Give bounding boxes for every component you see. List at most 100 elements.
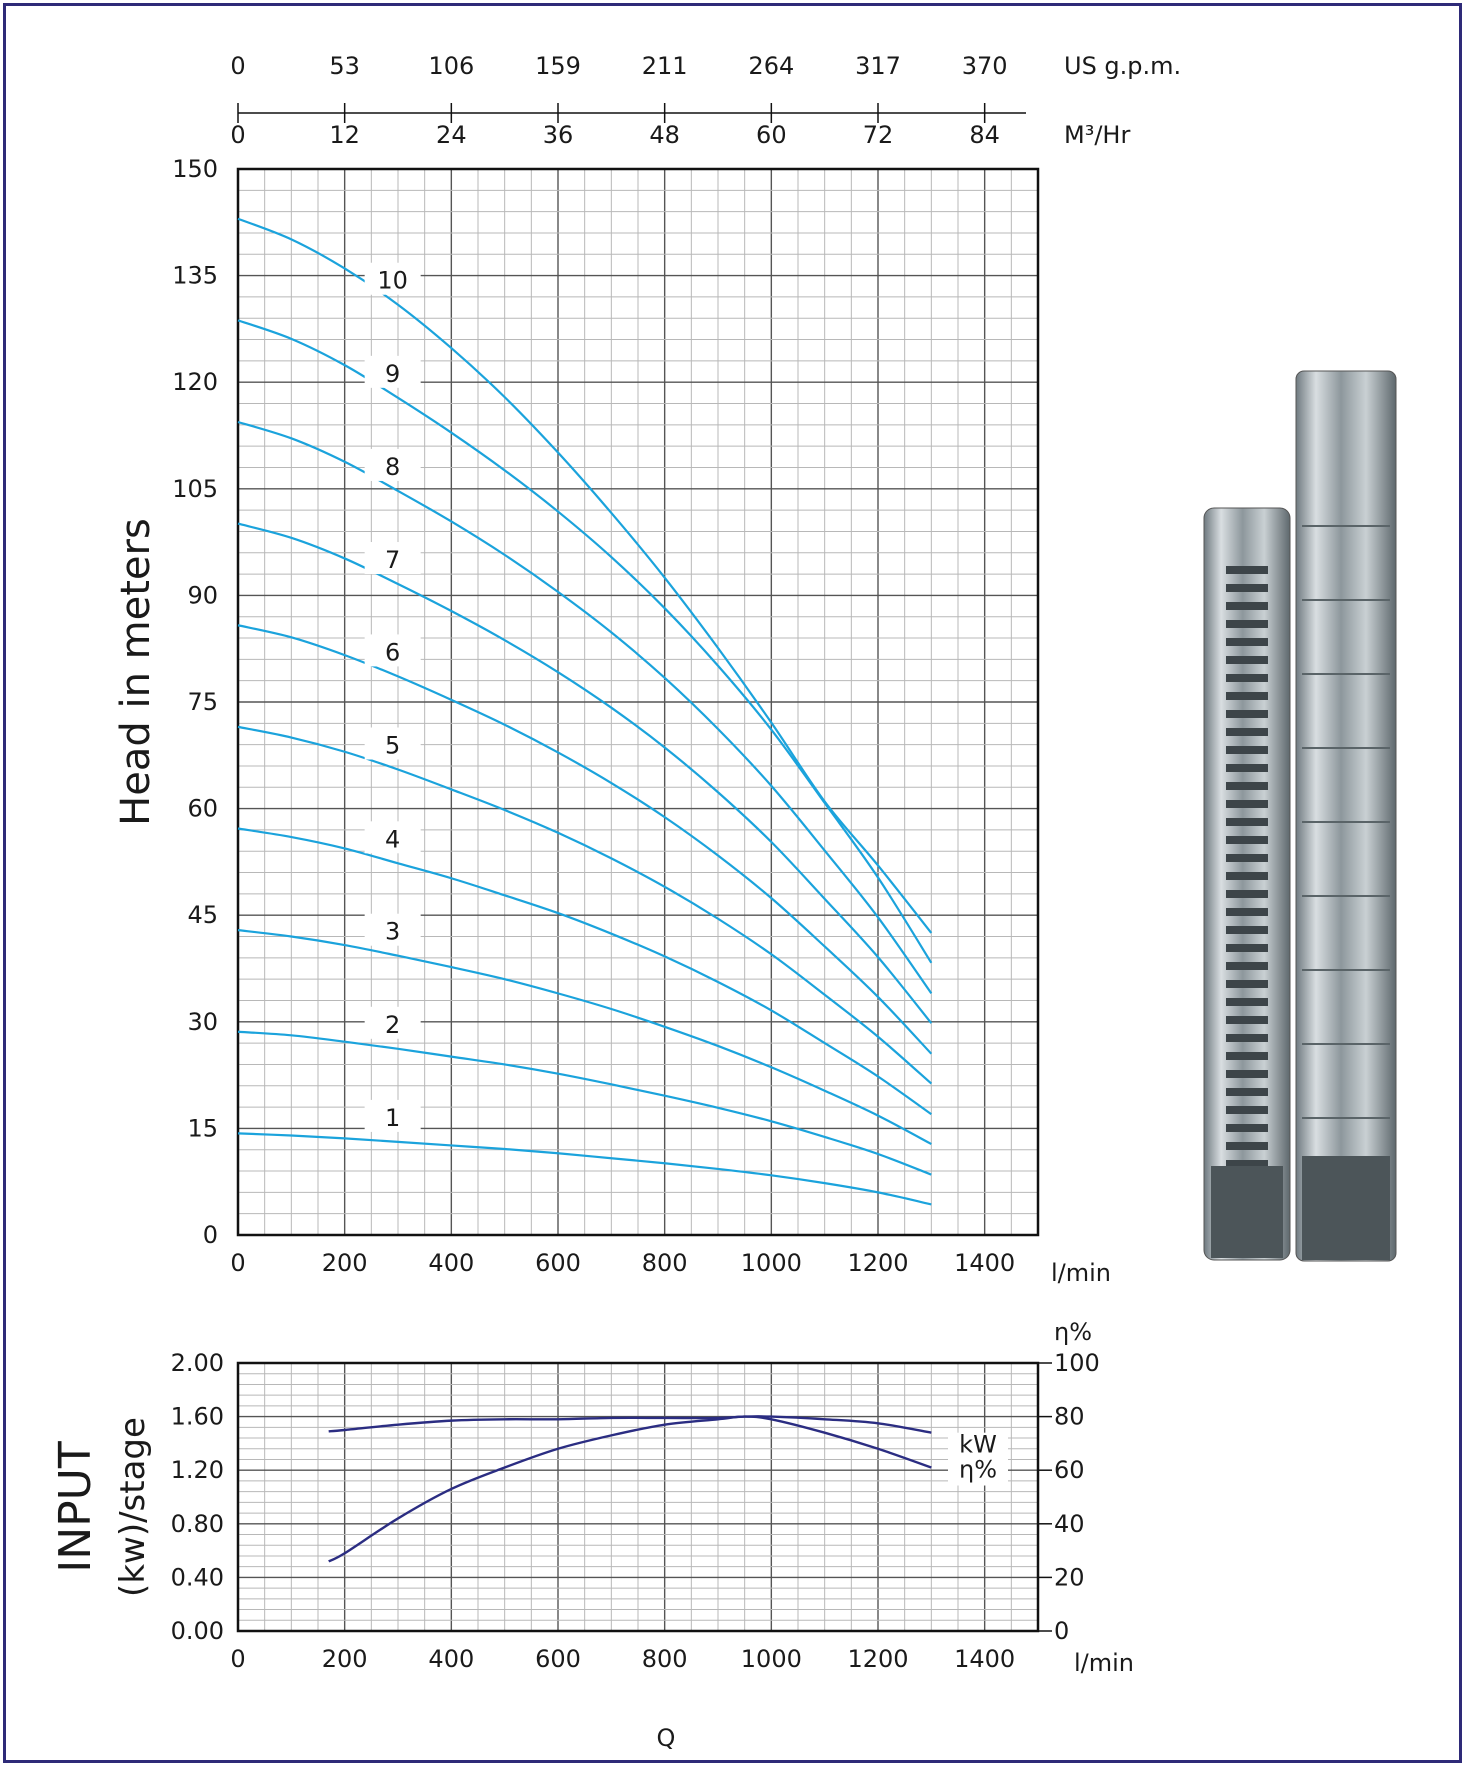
curve-label: 10	[377, 267, 408, 295]
x-tick-label: 0	[230, 1645, 245, 1673]
top-axis-tick-label: 72	[863, 121, 894, 149]
right-axis-title: η%	[1054, 1318, 1092, 1346]
small-pump-slot	[1226, 638, 1268, 646]
x-tick-label: 200	[322, 1249, 368, 1277]
series-curve-efficiency	[328, 1415, 932, 1563]
small-pump-slot	[1226, 1160, 1268, 1168]
y-tick-label: 150	[172, 155, 218, 183]
curve-label-bg	[364, 913, 421, 946]
y-axis-title-line2: (kw)/stage	[113, 1417, 153, 1597]
curve-label: 9	[385, 360, 400, 388]
small-pump-slot	[1226, 944, 1268, 952]
small-pump-slot	[1226, 602, 1268, 610]
large-pump-body	[1295, 370, 1397, 1262]
curve-label-bg	[364, 355, 421, 388]
top-axis-tick-label: 53	[329, 52, 360, 80]
small-pump-body	[1203, 507, 1291, 1261]
head-curve-stage-8	[237, 420, 933, 995]
head-curve-stage-5	[237, 725, 933, 1085]
small-pump-slot	[1226, 836, 1268, 844]
curve-label-bg	[364, 727, 421, 760]
top-axis-tick-label: 48	[649, 121, 680, 149]
y-tick-label: 60	[187, 795, 218, 823]
x-tick-label: 1400	[954, 1645, 1015, 1673]
right-tick-label: 80	[1054, 1403, 1085, 1431]
small-pump-slot	[1226, 1070, 1268, 1078]
y-tick-label: 15	[187, 1114, 218, 1142]
curve-label: 6	[385, 638, 400, 666]
right-tick-label: 40	[1054, 1510, 1085, 1538]
curve-label-bg	[364, 542, 421, 575]
small-pump-slot	[1226, 998, 1268, 1006]
curve-label-bg	[364, 262, 421, 295]
y-tick-label: 90	[187, 581, 218, 609]
series-label-bg	[948, 1457, 1008, 1486]
x-tick-label: 0	[230, 1249, 245, 1277]
x-tick-label: 400	[428, 1645, 474, 1673]
small-pump-slot	[1226, 854, 1268, 862]
y-tick-label: 1.60	[171, 1403, 224, 1431]
y-tick-label: 45	[187, 901, 218, 929]
small-pump-slot	[1226, 1142, 1268, 1150]
small-pump-slot	[1226, 764, 1268, 772]
top-axis-tick-label: 159	[535, 52, 581, 80]
head-plot-frame	[236, 167, 1040, 1237]
x-tick-label: 400	[428, 1249, 474, 1277]
curve-label-bg	[364, 634, 421, 667]
y-tick-label: 105	[172, 475, 218, 503]
small-pump-slot	[1226, 872, 1268, 880]
head-curve-stage-3	[237, 929, 932, 1146]
right-tick-label: 100	[1054, 1349, 1100, 1377]
top-axis-tick-label: 60	[756, 121, 787, 149]
large-pump-base	[1302, 1156, 1390, 1260]
x-axis-unit: l/min	[1051, 1259, 1111, 1287]
small-pump-slot	[1226, 746, 1268, 754]
small-pump-slot	[1226, 980, 1268, 988]
small-pump-slot	[1226, 584, 1268, 592]
right-tick-label: 0	[1054, 1617, 1069, 1645]
right-tick-label: 60	[1054, 1456, 1085, 1484]
small-pump-slot	[1226, 818, 1268, 826]
curve-label-bg	[364, 448, 421, 481]
right-tick-label: 20	[1054, 1563, 1085, 1591]
curve-label: 7	[385, 546, 400, 574]
x-axis-unit: l/min	[1074, 1649, 1134, 1677]
curve-label: 2	[385, 1011, 400, 1039]
curve-label-bg	[364, 1006, 421, 1039]
small-pump-slot	[1226, 1016, 1268, 1024]
x-tick-label: 800	[642, 1645, 688, 1673]
curve-label: 5	[385, 732, 400, 760]
top-axis-unit: US g.p.m.	[1064, 52, 1181, 80]
y-tick-label: 30	[187, 1008, 218, 1036]
y-tick-label: 0.40	[171, 1563, 224, 1591]
small-pump-base	[1211, 1166, 1283, 1258]
curve-label: 4	[385, 825, 400, 853]
small-pump-slot	[1226, 1034, 1268, 1042]
series-label: kW	[959, 1431, 997, 1459]
small-pump-slot	[1226, 890, 1268, 898]
head-curve-stage-1	[237, 1132, 932, 1206]
x-tick-label: 1000	[741, 1645, 802, 1673]
small-pump-slot	[1226, 800, 1268, 808]
x-tick-label: 600	[535, 1249, 581, 1277]
y-tick-label: 2.00	[171, 1349, 224, 1377]
series-label: η%	[959, 1456, 997, 1484]
head-curve-stage-7	[237, 522, 933, 1024]
small-pump-slot	[1226, 674, 1268, 682]
x-tick-label: 600	[535, 1645, 581, 1673]
series-curve-kw	[328, 1415, 932, 1434]
top-axis-tick-label: 84	[969, 121, 1000, 149]
small-pump-slot	[1226, 1124, 1268, 1132]
top-axis-tick-label: 12	[329, 121, 360, 149]
top-axis-tick-label: 370	[962, 52, 1008, 80]
head-curve-stage-2	[237, 1030, 932, 1176]
curve-label-bg	[364, 821, 421, 854]
datasheet-page: 0 15 30 45 60 75 90 105 120 135 150 0 200 400 600 800 10…	[3, 3, 1462, 1763]
small-pump-slot	[1226, 962, 1268, 970]
small-pump-slot	[1226, 656, 1268, 664]
y-tick-label: 0.00	[171, 1617, 224, 1645]
x-tick-label: 1400	[954, 1249, 1015, 1277]
small-pump-slot	[1226, 692, 1268, 700]
curve-label: 3	[385, 918, 400, 946]
